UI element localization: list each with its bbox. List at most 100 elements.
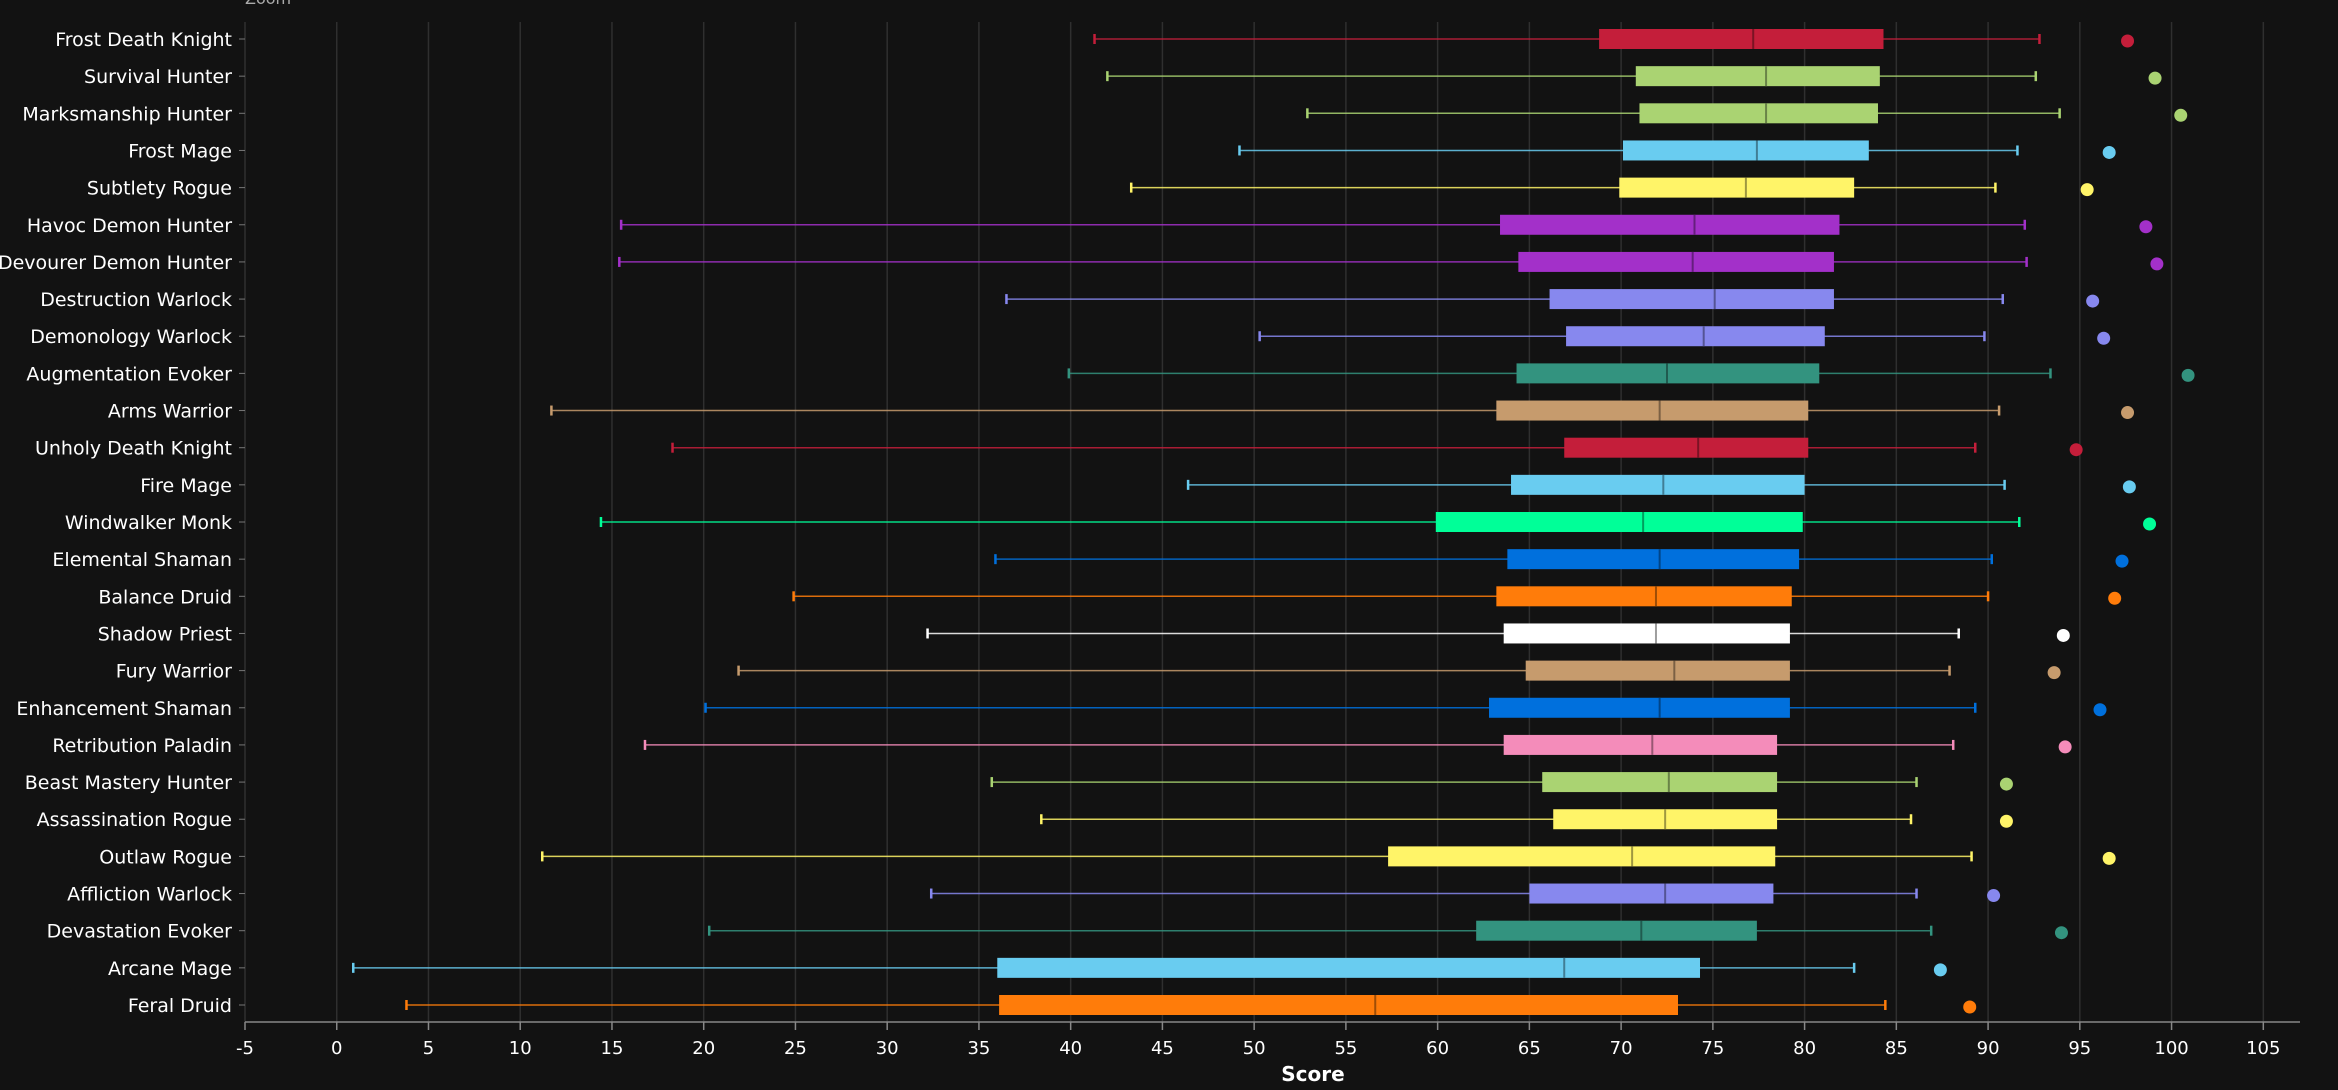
- category-label: Feral Druid: [128, 995, 232, 1017]
- box-assassination-rogue[interactable]: [1040, 809, 2013, 830]
- outlier-point[interactable]: [2069, 443, 2083, 457]
- outlier-point[interactable]: [2139, 220, 2153, 234]
- box-devourer-demon-hunter[interactable]: [618, 251, 2164, 272]
- x-axis-ticks: -5 0 5 10 15 20 25 30 35 40 45 50 55 60 65 70 75 80 85 90 95…: [236, 1021, 2300, 1059]
- x-tick-label: 15: [601, 1038, 624, 1059]
- outlier-point[interactable]: [2143, 517, 2157, 531]
- box-subtlety-rogue[interactable]: [1129, 177, 2094, 198]
- outlier-point[interactable]: [2181, 368, 2195, 382]
- category-label: Fire Mage: [140, 475, 232, 497]
- outlier-point[interactable]: [1999, 777, 2013, 791]
- zoom-label[interactable]: Zoom: [245, 0, 291, 8]
- iqr-box: [1639, 103, 1878, 124]
- x-tick-label: -5: [236, 1038, 254, 1059]
- category-label: Subtlety Rogue: [87, 178, 232, 200]
- outlier-point[interactable]: [2121, 34, 2135, 48]
- outlier-point[interactable]: [1987, 889, 2001, 903]
- category-label: Beast Mastery Hunter: [25, 772, 232, 794]
- x-tick-label: 95: [2068, 1038, 2091, 1059]
- box-survival-hunter[interactable]: [1106, 66, 2162, 87]
- box-beast-mastery-hunter[interactable]: [990, 772, 2013, 793]
- outlier-point[interactable]: [2058, 740, 2072, 754]
- outlier-point[interactable]: [2148, 71, 2162, 85]
- iqr-box: [1388, 846, 1776, 867]
- x-tick-label: 25: [784, 1038, 807, 1059]
- box-balance-druid[interactable]: [792, 586, 2122, 607]
- box-shadow-priest[interactable]: [926, 623, 2070, 644]
- outlier-point[interactable]: [2121, 406, 2135, 420]
- outlier-point[interactable]: [2056, 628, 2070, 642]
- x-axis-label: Score: [1281, 1062, 1344, 1086]
- box-augmentation-evoker[interactable]: [1067, 363, 2195, 384]
- category-label: Retribution Paladin: [52, 735, 232, 757]
- box-frost-mage[interactable]: [1238, 140, 2116, 161]
- x-tick-label: 40: [1059, 1038, 1082, 1059]
- x-tick-label: 105: [2246, 1038, 2280, 1059]
- box-arcane-mage[interactable]: [352, 957, 1947, 978]
- iqr-box: [997, 957, 1701, 978]
- box-feral-druid[interactable]: [405, 995, 1977, 1015]
- outlier-point[interactable]: [2150, 257, 2164, 271]
- outlier-point[interactable]: [2047, 666, 2061, 680]
- box-retribution-paladin[interactable]: [643, 734, 2072, 755]
- box-destruction-warlock[interactable]: [1005, 289, 2100, 310]
- category-label: Demonology Warlock: [30, 326, 232, 348]
- outlier-point[interactable]: [2054, 926, 2068, 940]
- box-devastation-evoker[interactable]: [707, 920, 2068, 941]
- outlier-point[interactable]: [2097, 331, 2111, 345]
- box-fury-warrior[interactable]: [737, 660, 2061, 681]
- x-tick-label: 75: [1701, 1038, 1724, 1059]
- iqr-box: [999, 995, 1678, 1015]
- iqr-box: [1529, 883, 1774, 904]
- outlier-point[interactable]: [2102, 851, 2116, 865]
- x-tick-label: 50: [1243, 1038, 1266, 1059]
- outlier-point[interactable]: [1999, 814, 2013, 828]
- iqr-box: [1503, 734, 1778, 755]
- category-label: Arms Warrior: [108, 401, 232, 423]
- box-marksmanship-hunter[interactable]: [1306, 103, 2188, 124]
- box-affliction-warlock[interactable]: [929, 883, 2001, 904]
- iqr-box: [1435, 512, 1803, 532]
- category-label: Outlaw Rogue: [99, 846, 232, 868]
- box-enhancement-shaman[interactable]: [704, 697, 2107, 718]
- iqr-box: [1496, 400, 1809, 421]
- outlier-point[interactable]: [2174, 108, 2188, 122]
- box-demonology-warlock[interactable]: [1258, 326, 2111, 347]
- category-label: Enhancement Shaman: [16, 698, 232, 720]
- category-labels: Frost Death Knight Survival Hunter Marksma…: [0, 29, 245, 1017]
- x-tick-label: 45: [1151, 1038, 1174, 1059]
- x-tick-label: 30: [876, 1038, 899, 1059]
- category-label: Devourer Demon Hunter: [0, 252, 232, 274]
- outlier-point[interactable]: [1963, 1000, 1977, 1014]
- box-havoc-demon-hunter[interactable]: [619, 214, 2153, 235]
- category-label: Unholy Death Knight: [35, 438, 232, 460]
- outlier-point[interactable]: [2093, 703, 2107, 717]
- iqr-box: [1542, 772, 1778, 793]
- outlier-point[interactable]: [2108, 591, 2122, 605]
- outlier-point[interactable]: [2122, 480, 2136, 494]
- box-fire-mage[interactable]: [1186, 474, 2136, 495]
- outlier-point[interactable]: [2080, 183, 2094, 197]
- iqr-box: [1599, 29, 1884, 49]
- iqr-box: [1566, 326, 1825, 347]
- iqr-box: [1507, 549, 1800, 570]
- box-outlaw-rogue[interactable]: [540, 846, 2116, 867]
- outlier-point[interactable]: [2115, 554, 2129, 568]
- iqr-box: [1549, 289, 1834, 310]
- box-frost-death-knight[interactable]: [1093, 29, 2135, 49]
- iqr-box: [1503, 623, 1790, 644]
- outlier-point[interactable]: [1933, 963, 1947, 977]
- outlier-point[interactable]: [2086, 294, 2100, 308]
- box-arms-warrior[interactable]: [550, 400, 2135, 421]
- box-elemental-shaman[interactable]: [994, 549, 2129, 570]
- category-label: Survival Hunter: [84, 66, 232, 88]
- category-label: Destruction Warlock: [40, 289, 232, 311]
- outlier-point[interactable]: [2102, 145, 2116, 159]
- x-tick-label: 10: [509, 1038, 532, 1059]
- box-windwalker-monk[interactable]: [599, 512, 2157, 532]
- category-label: Fury Warrior: [116, 661, 232, 683]
- iqr-box: [1619, 177, 1855, 198]
- box-unholy-death-knight[interactable]: [671, 437, 2083, 458]
- category-label: Frost Mage: [128, 140, 232, 162]
